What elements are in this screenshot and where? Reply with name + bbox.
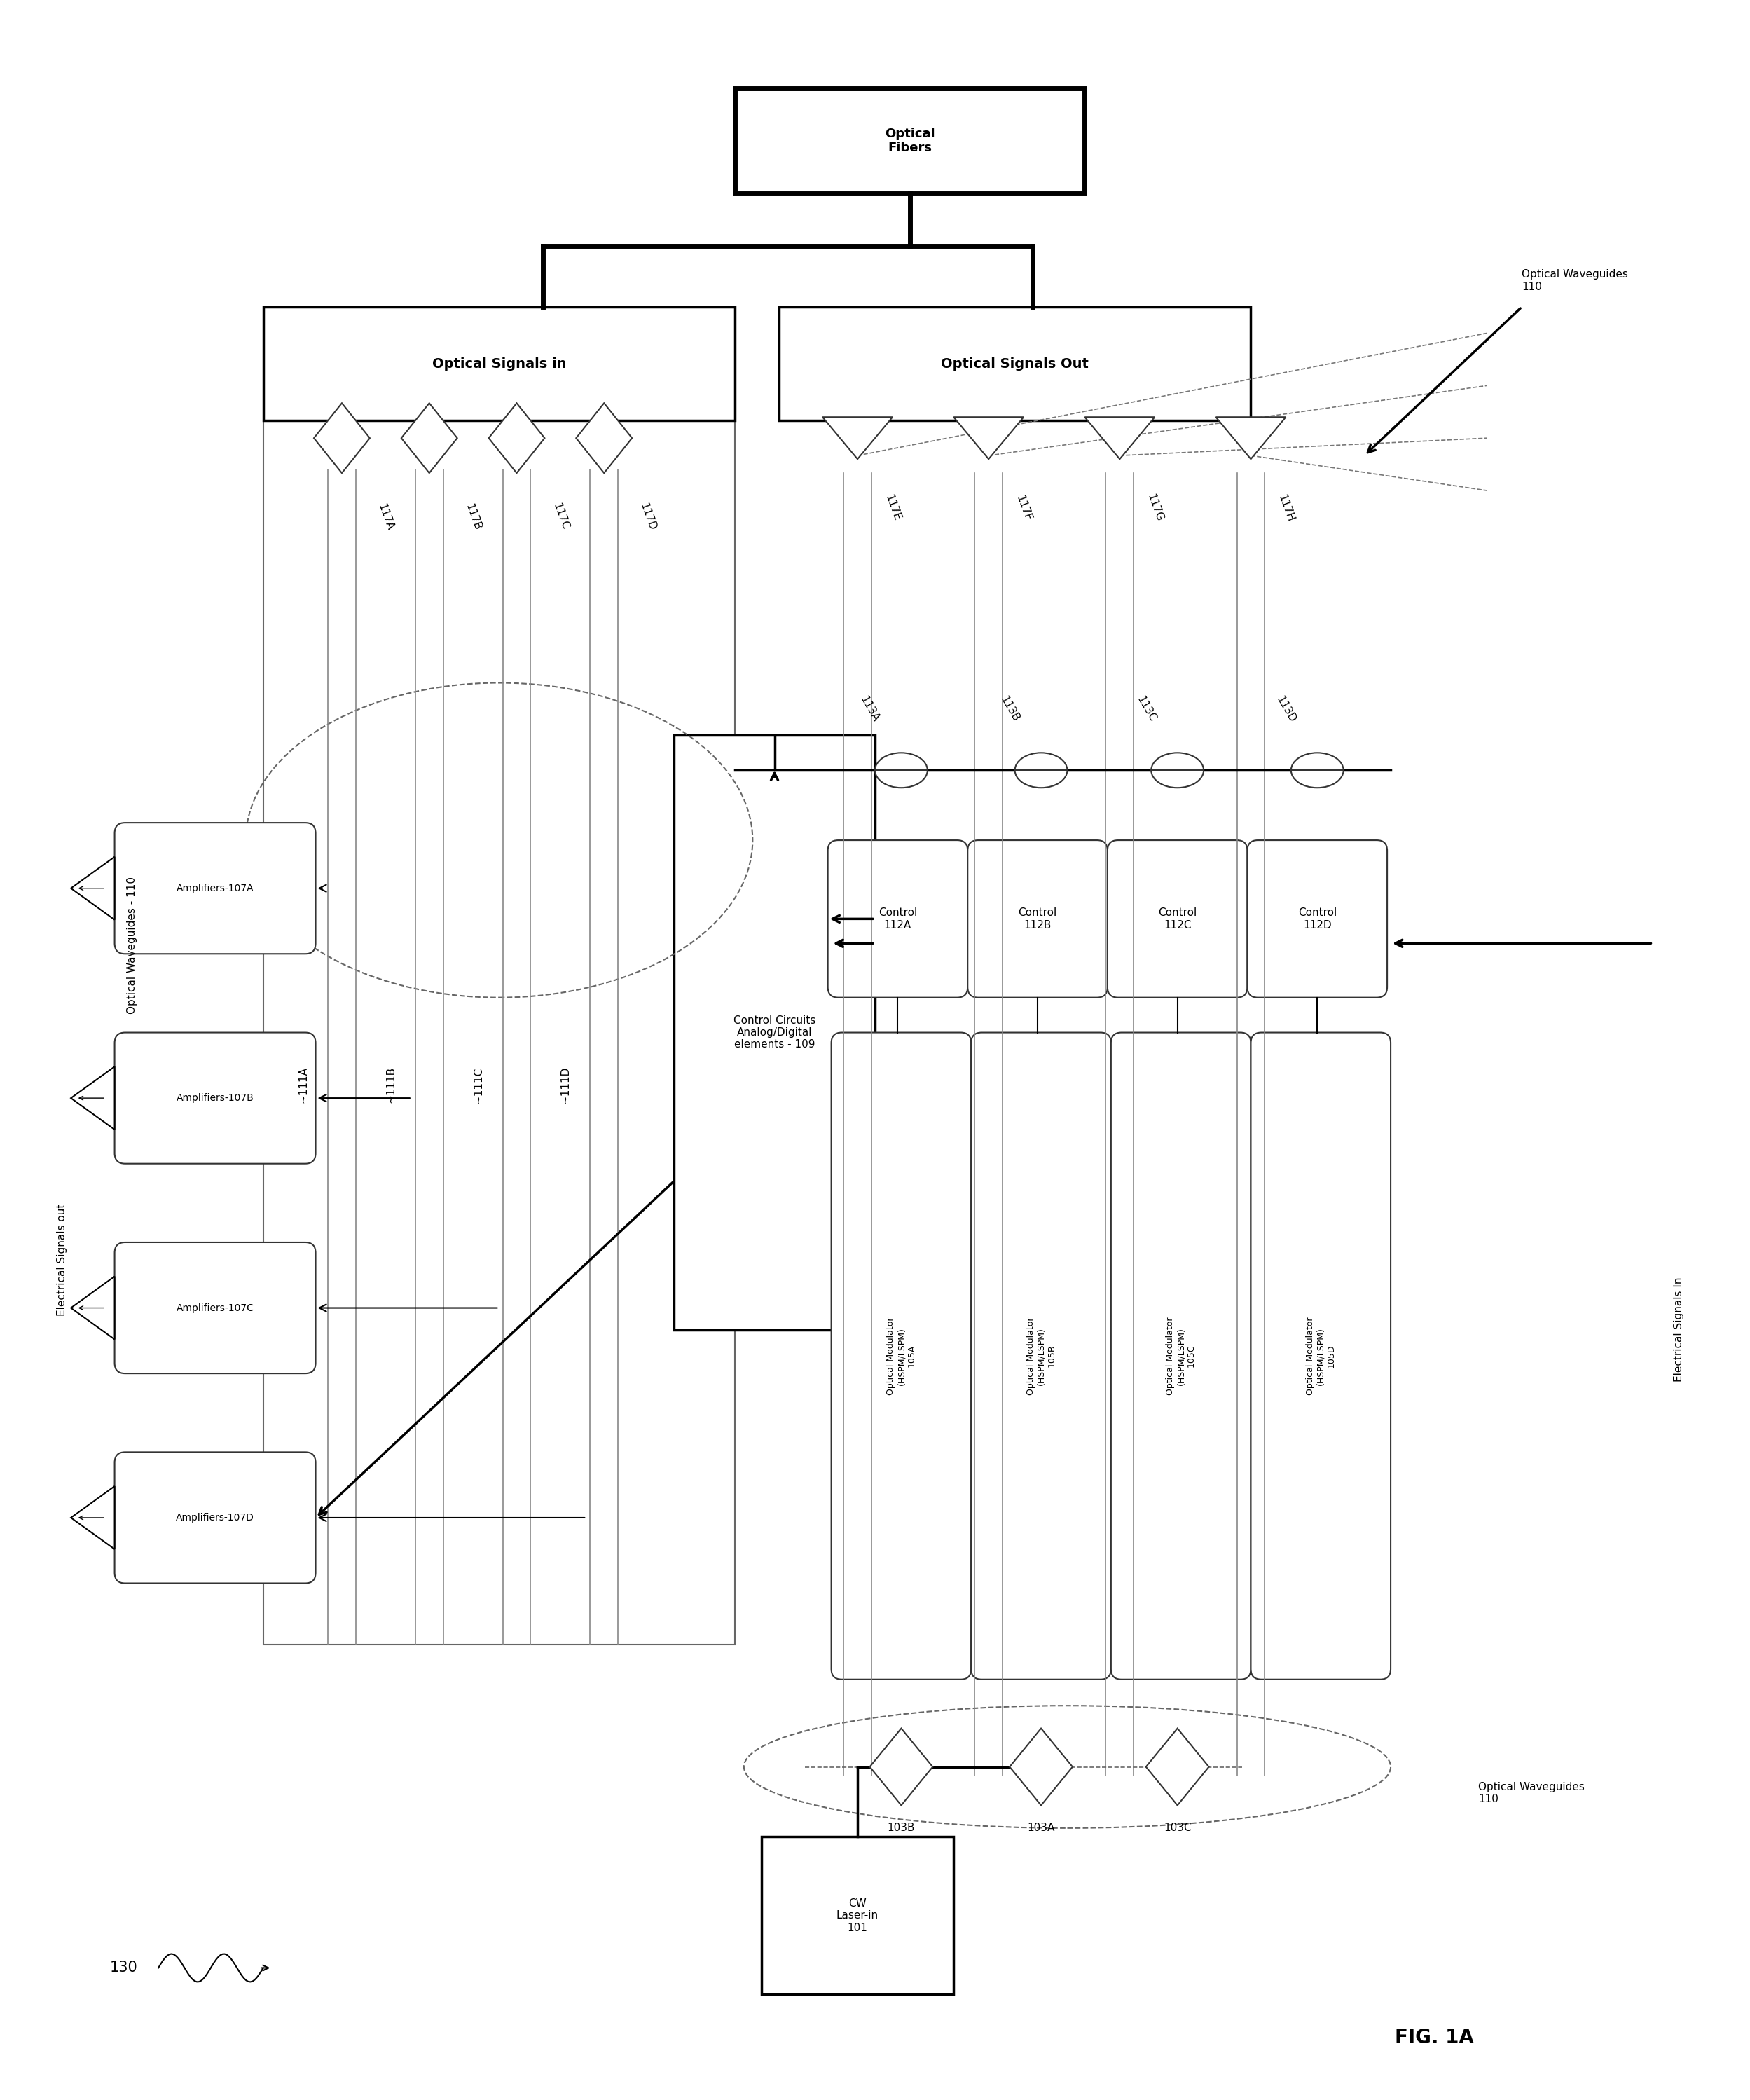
- Text: Optical Waveguides
110: Optical Waveguides 110: [1479, 1781, 1584, 1804]
- Polygon shape: [72, 857, 114, 920]
- Text: 103B: 103B: [887, 1823, 915, 1833]
- Polygon shape: [72, 1067, 114, 1130]
- FancyBboxPatch shape: [114, 1243, 315, 1373]
- Bar: [779, 307, 1251, 420]
- Text: Optical
Fibers: Optical Fibers: [886, 128, 934, 155]
- Text: 130: 130: [110, 1961, 136, 1974]
- Text: Amplifiers-107A: Amplifiers-107A: [177, 884, 254, 892]
- Text: Control
112A: Control 112A: [878, 907, 917, 930]
- Text: 117H: 117H: [1276, 493, 1295, 523]
- Text: Optical Modulator
(HSPM/LSPM)
105D: Optical Modulator (HSPM/LSPM) 105D: [1306, 1317, 1335, 1394]
- Polygon shape: [401, 403, 457, 472]
- Text: Optical Waveguides - 110: Optical Waveguides - 110: [126, 876, 136, 1014]
- Text: FIG. 1A: FIG. 1A: [1395, 2029, 1473, 2047]
- Text: Optical Signals Out: Optical Signals Out: [941, 357, 1088, 370]
- Text: Optical Signals in: Optical Signals in: [432, 357, 567, 370]
- Ellipse shape: [1152, 752, 1204, 788]
- Polygon shape: [1085, 418, 1155, 460]
- Text: Control
112B: Control 112B: [1018, 907, 1057, 930]
- FancyBboxPatch shape: [114, 1451, 315, 1583]
- Text: Electrical Signals out: Electrical Signals out: [58, 1203, 68, 1317]
- Text: 117B: 117B: [464, 502, 483, 531]
- Ellipse shape: [1015, 752, 1068, 788]
- Text: Control
112C: Control 112C: [1158, 907, 1197, 930]
- Text: 113A: 113A: [858, 695, 882, 724]
- Polygon shape: [488, 403, 544, 472]
- Polygon shape: [822, 418, 892, 460]
- Polygon shape: [954, 418, 1024, 460]
- Polygon shape: [72, 1487, 114, 1550]
- Polygon shape: [1216, 418, 1286, 460]
- Bar: [674, 735, 875, 1329]
- Text: 113B: 113B: [997, 695, 1020, 724]
- Polygon shape: [72, 1277, 114, 1340]
- Bar: [262, 420, 735, 1644]
- Text: Amplifiers-107D: Amplifiers-107D: [177, 1512, 254, 1523]
- Text: Control
112D: Control 112D: [1298, 907, 1337, 930]
- Bar: [262, 307, 735, 420]
- Text: ~111D: ~111D: [560, 1067, 570, 1105]
- Text: Amplifiers-107C: Amplifiers-107C: [177, 1302, 254, 1312]
- FancyBboxPatch shape: [1251, 1033, 1391, 1680]
- Text: ~111C: ~111C: [472, 1067, 483, 1102]
- Text: 117A: 117A: [376, 502, 396, 531]
- Text: 117C: 117C: [551, 502, 570, 531]
- Text: CW
Laser-in
101: CW Laser-in 101: [836, 1898, 878, 1932]
- Text: Electrical Signals In: Electrical Signals In: [1673, 1277, 1683, 1382]
- Text: Optical Modulator
(HSPM/LSPM)
105C: Optical Modulator (HSPM/LSPM) 105C: [1166, 1317, 1195, 1394]
- Bar: [735, 88, 1085, 193]
- FancyBboxPatch shape: [1111, 1033, 1251, 1680]
- Text: 113C: 113C: [1134, 695, 1157, 724]
- FancyBboxPatch shape: [828, 840, 968, 997]
- Text: Optical Modulator
(HSPM/LSPM)
105A: Optical Modulator (HSPM/LSPM) 105A: [886, 1317, 917, 1394]
- Bar: [761, 1838, 954, 1995]
- FancyBboxPatch shape: [831, 1033, 971, 1680]
- FancyBboxPatch shape: [971, 1033, 1111, 1680]
- Text: Control Circuits
Analog/Digital
elements - 109: Control Circuits Analog/Digital elements…: [733, 1014, 816, 1050]
- Text: 113D: 113D: [1274, 695, 1297, 724]
- FancyBboxPatch shape: [968, 840, 1108, 997]
- Text: Amplifiers-107B: Amplifiers-107B: [177, 1094, 254, 1102]
- Text: 117F: 117F: [1015, 493, 1032, 523]
- Polygon shape: [1146, 1728, 1209, 1806]
- Ellipse shape: [1291, 752, 1344, 788]
- Polygon shape: [870, 1728, 933, 1806]
- Polygon shape: [1010, 1728, 1073, 1806]
- Text: Optical Waveguides
110: Optical Waveguides 110: [1522, 269, 1627, 292]
- Polygon shape: [576, 403, 632, 472]
- FancyBboxPatch shape: [1248, 840, 1388, 997]
- Text: ~111B: ~111B: [385, 1067, 396, 1102]
- Text: Optical Modulator
(HSPM/LSPM)
105B: Optical Modulator (HSPM/LSPM) 105B: [1026, 1317, 1055, 1394]
- Text: 103C: 103C: [1164, 1823, 1192, 1833]
- FancyBboxPatch shape: [1108, 840, 1248, 997]
- Polygon shape: [313, 403, 369, 472]
- Text: 117D: 117D: [639, 502, 658, 531]
- FancyBboxPatch shape: [114, 1033, 315, 1163]
- Text: 117E: 117E: [884, 493, 901, 523]
- FancyBboxPatch shape: [114, 823, 315, 953]
- Ellipse shape: [875, 752, 928, 788]
- Text: 117G: 117G: [1144, 493, 1164, 523]
- Text: ~111A: ~111A: [298, 1067, 308, 1102]
- Text: 103A: 103A: [1027, 1823, 1055, 1833]
